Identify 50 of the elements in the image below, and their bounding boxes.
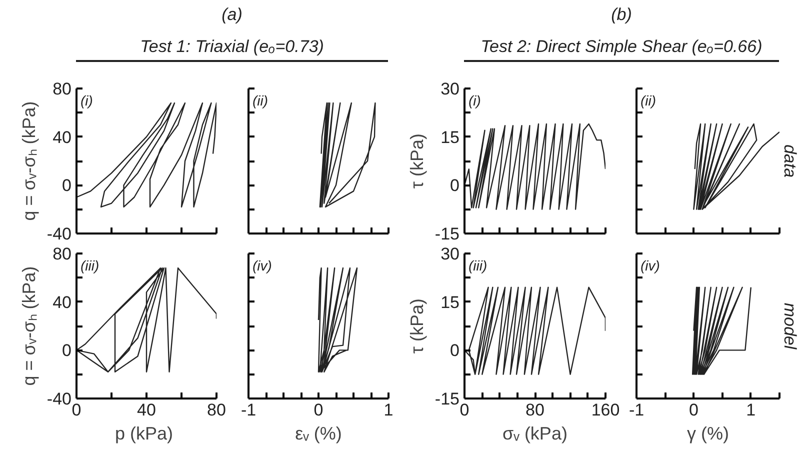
y-tick-label: 40 (52, 128, 72, 147)
x-axis-title: p (kPa) (114, 424, 174, 444)
x-axis-title: γ (%) (687, 424, 730, 444)
text: Test 1: Triaxial (eₒ=0.73) (76, 34, 388, 62)
y-axis-title: q = σᵥ-σₕ (kPa) (18, 266, 39, 386)
y-axis-title: τ (kPa) (406, 298, 427, 354)
y-tick-label: 15 (440, 292, 460, 312)
text: (a) (220, 4, 244, 26)
y-tick-label: 0 (62, 176, 72, 196)
chart-title: (ii) (252, 92, 268, 108)
x-tick-label: 0 (688, 400, 698, 420)
y-tick-label: 0 (450, 176, 460, 196)
text: (b) (610, 4, 633, 26)
chart-title: (iii) (80, 258, 100, 274)
y-axis-title: τ (kPa) (406, 133, 427, 189)
y-tick-label: 30 (440, 244, 460, 264)
y-tick-label: 0 (450, 341, 460, 360)
text: Test 2: Direct Simple Shear (eₒ=0.66) (464, 34, 779, 62)
y-tick-label: 0 (62, 341, 72, 360)
chart-title: (ii) (640, 92, 656, 108)
x-tick-label: 40 (137, 400, 156, 420)
y-tick-label: 40 (52, 292, 72, 312)
y-tick-label: 80 (52, 80, 72, 98)
y-tick-label: -15 (434, 224, 460, 244)
chart-title: (iv) (640, 258, 660, 274)
y-tick-label: -15 (434, 390, 460, 408)
x-tick-label: 80 (526, 400, 544, 420)
x-tick-label: 0 (314, 400, 324, 420)
x-tick-label: -1 (628, 400, 644, 420)
chart-title: (iii) (468, 258, 488, 274)
x-axis-title: σᵥ (kPa) (502, 424, 568, 444)
y-tick-label: -40 (46, 224, 72, 244)
chart-title: (i) (468, 92, 481, 108)
x-tick-label: 160 (591, 400, 620, 420)
y-tick-label: 15 (440, 128, 460, 147)
y-tick-label: -40 (46, 390, 72, 408)
x-tick-label: 1 (746, 400, 756, 420)
text: model (780, 302, 800, 350)
x-tick-label: 1 (384, 400, 394, 420)
x-tick-label: -1 (240, 400, 256, 420)
x-tick-label: 80 (207, 400, 226, 420)
line-series (464, 123, 606, 210)
chart-title: (iv) (252, 258, 272, 274)
line-series (464, 286, 606, 375)
y-axis-title: q = σᵥ-σₕ (kPa) (18, 101, 39, 221)
chart-title: (i) (80, 92, 93, 108)
text: data (780, 144, 800, 178)
y-tick-label: 80 (52, 244, 72, 264)
y-tick-label: 30 (440, 80, 460, 98)
x-axis-title: εᵥ (%) (295, 424, 342, 444)
